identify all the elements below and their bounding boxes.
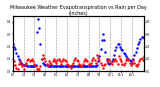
Title: Milwaukee Weather Evapotranspiration vs Rain per Day (Inches): Milwaukee Weather Evapotranspiration vs …: [10, 5, 147, 16]
